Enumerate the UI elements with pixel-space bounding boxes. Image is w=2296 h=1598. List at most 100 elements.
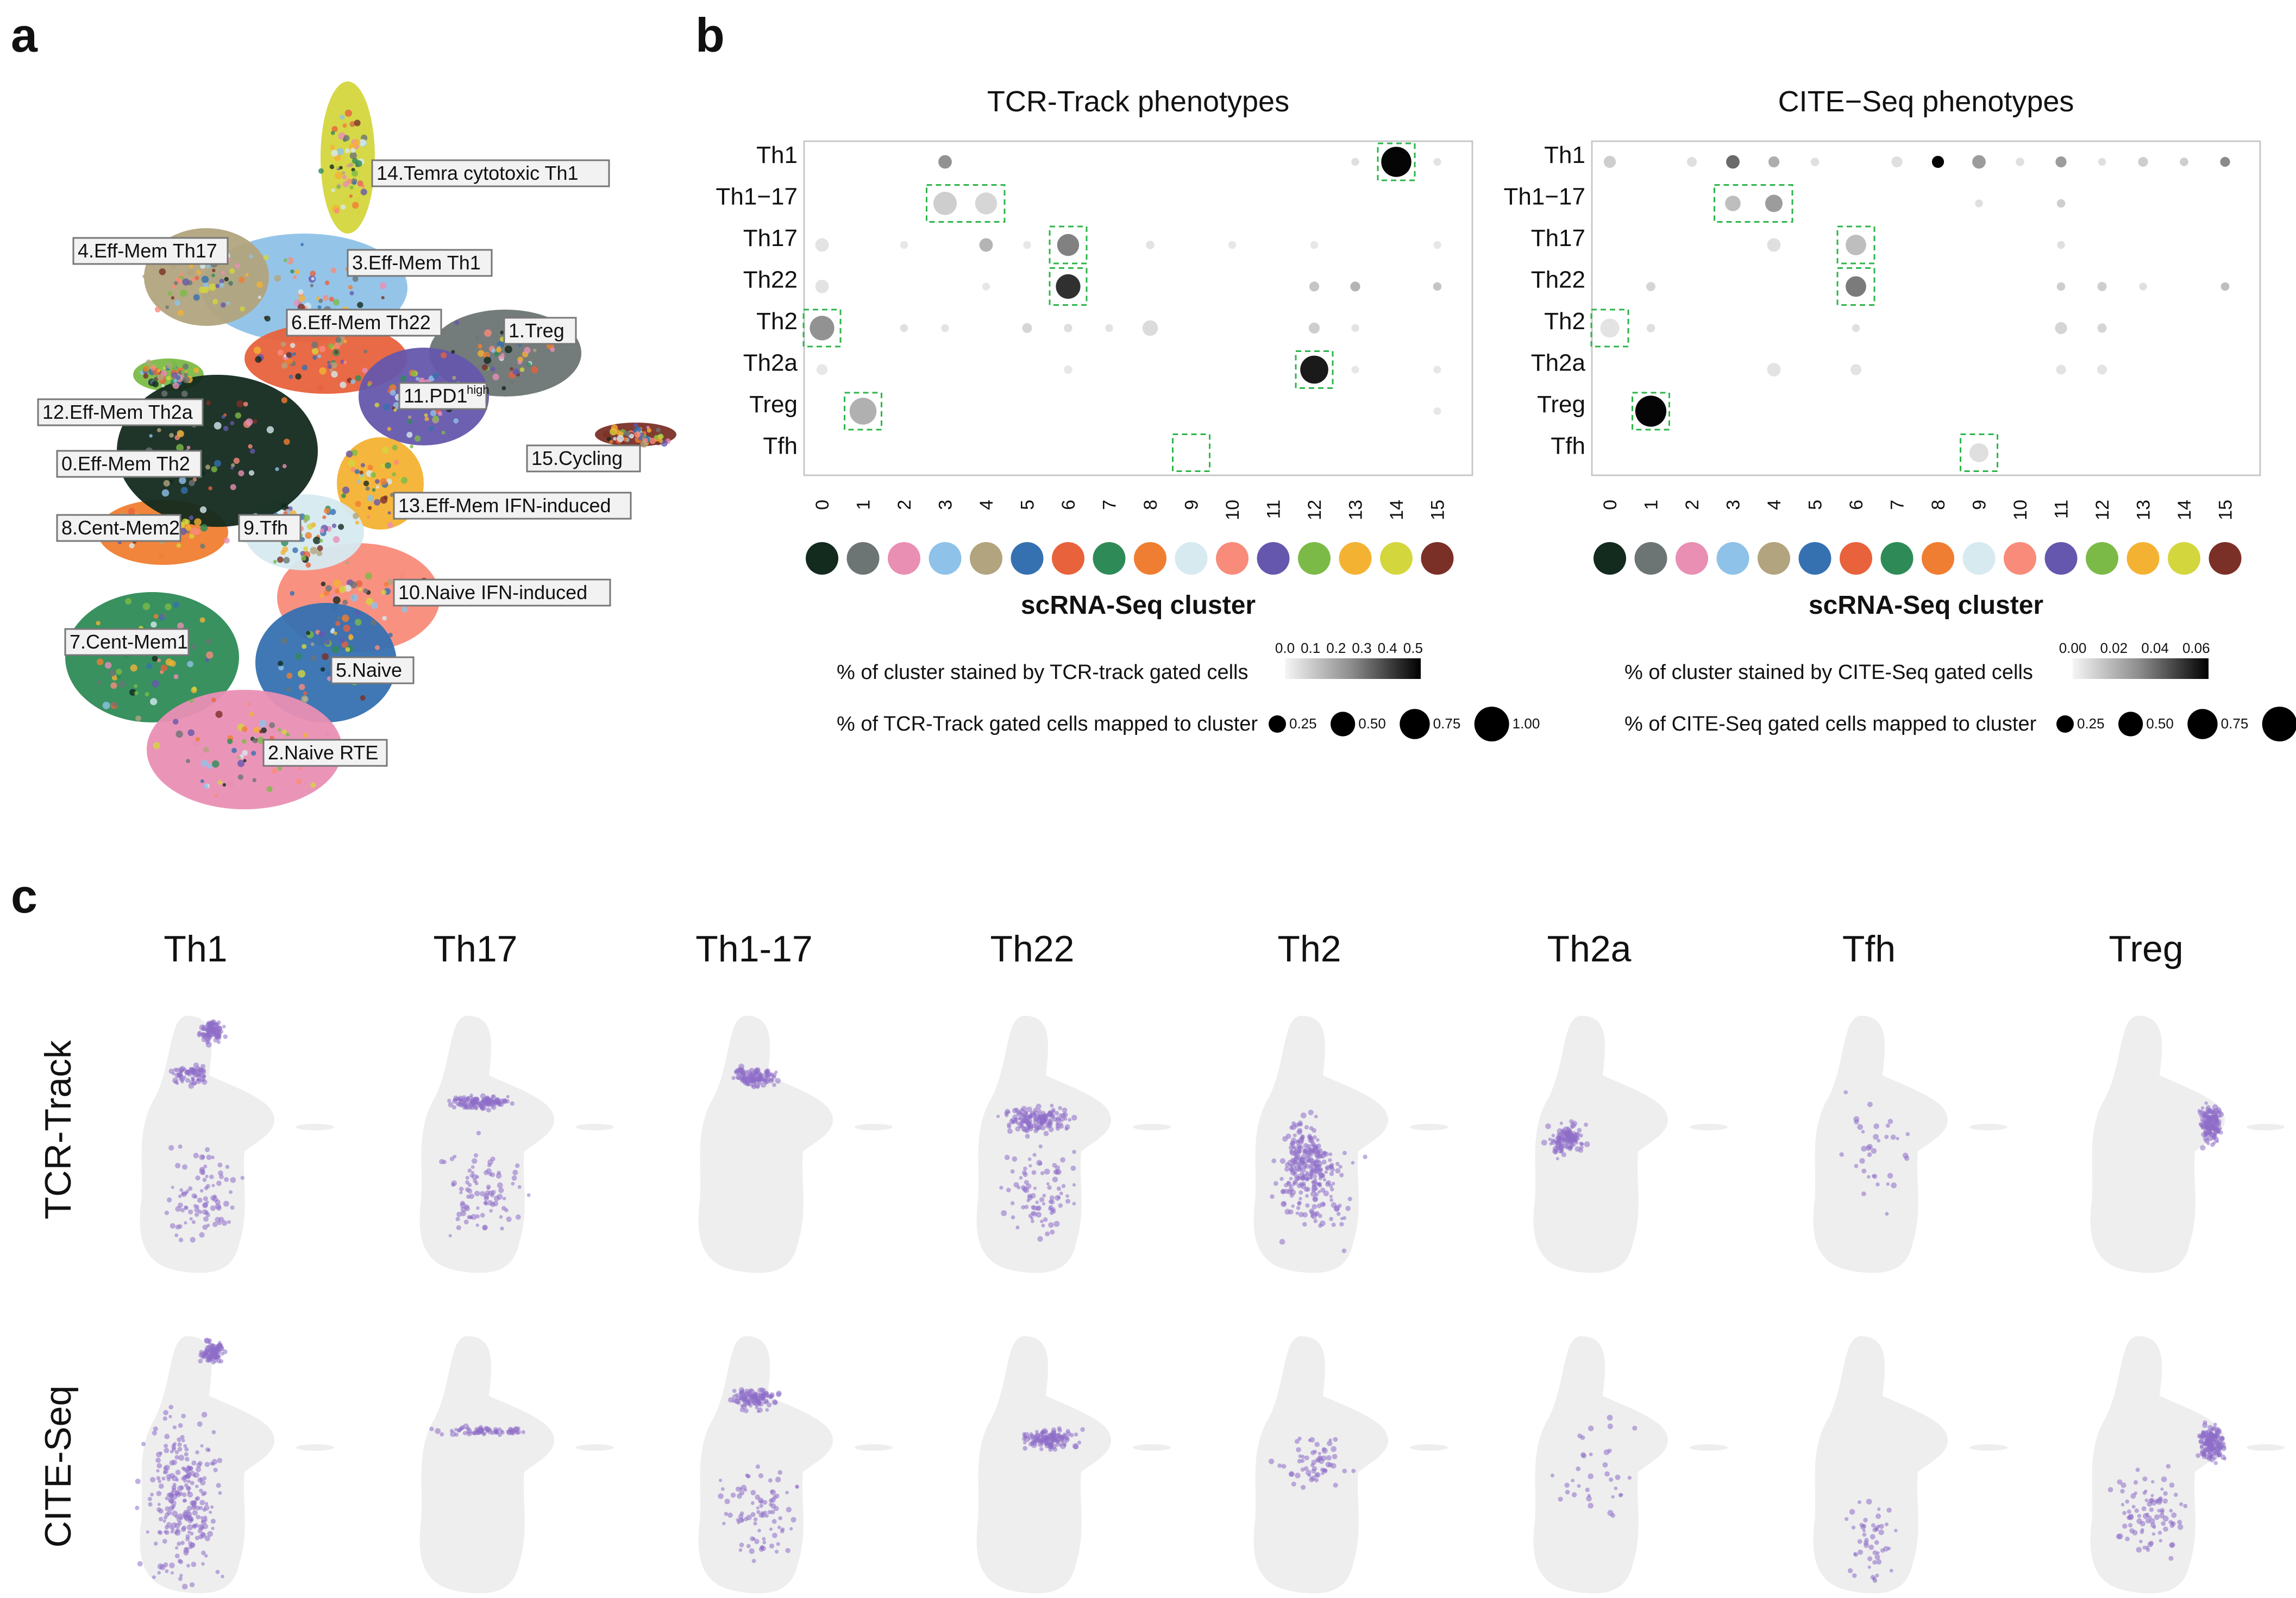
- dot: [1846, 235, 1866, 255]
- cell-dot: [1270, 1194, 1275, 1199]
- cell-dot: [229, 1190, 233, 1194]
- cell-dot: [1852, 1573, 1857, 1578]
- row-label: Th1−17: [716, 184, 798, 210]
- cell-dot: [191, 1562, 197, 1567]
- cell-dot: [465, 1175, 469, 1180]
- cell-dot: [1296, 1206, 1301, 1210]
- cell-dot: [512, 1169, 518, 1175]
- cell-dot: [2121, 1482, 2126, 1488]
- row-label: Th2: [1544, 308, 1585, 335]
- cell-dot: [207, 1448, 211, 1452]
- cell-dot: [780, 1527, 785, 1532]
- umap-label-text: 7.Cent-Mem1: [70, 631, 188, 653]
- color-gradient: [1285, 658, 1421, 679]
- cell-dot: [509, 1427, 513, 1433]
- cell-dot: [1860, 1524, 1866, 1530]
- cell-dot: [1303, 1466, 1309, 1471]
- cell-dot: [1320, 1174, 1326, 1179]
- cell-dot: [448, 1102, 454, 1108]
- cell-dot: [1607, 1423, 1613, 1430]
- cell-dot: [1310, 1450, 1315, 1455]
- cell-dot: [2131, 1505, 2136, 1509]
- cell-dot: [1565, 1131, 1570, 1135]
- cell-dot: [200, 1444, 204, 1448]
- col-label: 4: [976, 500, 997, 510]
- cell-dot: [1057, 1428, 1062, 1433]
- cell-dot: [1323, 1468, 1328, 1473]
- cell-dot: [1303, 1187, 1309, 1192]
- cell-dot: [1065, 1429, 1070, 1433]
- cell-dot: [185, 1534, 190, 1539]
- cell-dot: [168, 1145, 174, 1151]
- dot: [1852, 324, 1860, 332]
- cell-dot: [1323, 1191, 1329, 1197]
- cell-dot: [1311, 1459, 1317, 1465]
- cell-dot: [2148, 1515, 2152, 1519]
- cell-dot: [213, 1468, 218, 1473]
- cell-dot: [1074, 1432, 1078, 1437]
- cluster-swatch: [1758, 542, 1790, 575]
- cell-dot: [1886, 1507, 1892, 1513]
- cell-dot: [1321, 1448, 1328, 1454]
- cell-dot: [761, 1393, 766, 1398]
- cell-dot: [188, 1186, 193, 1191]
- feature-umap: [2090, 1336, 2285, 1594]
- cell-dot: [2145, 1518, 2151, 1524]
- cell-dot: [471, 1165, 475, 1169]
- column-title: Tfh: [1842, 928, 1896, 970]
- cell-dot: [459, 1102, 465, 1108]
- cell-dot: [1559, 1144, 1565, 1149]
- cell-dot: [753, 1521, 757, 1526]
- row-label: Th1: [756, 142, 798, 168]
- dot-plot-cite-seq: CITE−Seq phenotypes Th1 Th1−17 Th17 Th22 Th2 T…: [1504, 85, 2296, 741]
- cell-dot: [1336, 1212, 1341, 1216]
- cell-dot: [169, 1562, 175, 1569]
- cell-dot: [1338, 1204, 1342, 1208]
- umap-label-text: 6.Eff-Mem Th22: [291, 311, 431, 334]
- cell-dot: [2159, 1539, 2162, 1543]
- dot: [1300, 355, 1328, 384]
- column-title: Treg: [2109, 928, 2183, 970]
- cell-dot: [1327, 1440, 1333, 1446]
- cell-dot: [1031, 1219, 1034, 1223]
- cell-dot: [182, 1164, 188, 1170]
- cell-dot: [2151, 1532, 2155, 1536]
- cell-dot: [1851, 1525, 1856, 1530]
- cell-dot: [1289, 1177, 1293, 1181]
- cell-dot: [473, 1097, 478, 1101]
- cell-dot: [1064, 1124, 1070, 1130]
- cell-dot: [1896, 1137, 1899, 1141]
- umap-label: 7.Cent-Mem1: [64, 628, 190, 656]
- cell-dot: [485, 1095, 490, 1100]
- cell-dot: [1022, 1186, 1028, 1192]
- cell-dot: [1012, 1114, 1018, 1120]
- cell-dot: [1579, 1145, 1584, 1150]
- cell-dot: [727, 1512, 733, 1518]
- dot: [1768, 156, 1780, 168]
- cell-dot: [1313, 1135, 1317, 1140]
- cell-dot: [1286, 1181, 1290, 1185]
- plot-frame: [1591, 140, 2261, 476]
- cell-dot: [218, 1491, 222, 1495]
- cluster-swatch: [1594, 542, 1626, 575]
- cell-dot: [486, 1108, 491, 1113]
- cell-dot: [1864, 1538, 1869, 1543]
- cell-dot: [2203, 1452, 2207, 1456]
- dot: [900, 241, 908, 249]
- cell-dot: [1363, 1154, 1367, 1160]
- col-label: 8: [1140, 500, 1161, 510]
- cell-dot: [2147, 1542, 2153, 1547]
- size-tick: 0.50: [2146, 715, 2174, 732]
- cell-dot: [1059, 1191, 1063, 1196]
- cell-dot: [471, 1171, 475, 1174]
- cell-dot: [141, 1442, 146, 1446]
- cell-dot: [750, 1512, 756, 1517]
- cell-dot: [2177, 1524, 2184, 1530]
- umap-clusters: [65, 81, 676, 809]
- cell-dot: [1293, 1161, 1296, 1166]
- cell-dot: [1862, 1529, 1866, 1533]
- cell-dot: [1861, 1146, 1867, 1152]
- row-label: Th1: [1544, 142, 1585, 168]
- cell-dot: [2120, 1489, 2125, 1494]
- cell-dot: [180, 1080, 184, 1084]
